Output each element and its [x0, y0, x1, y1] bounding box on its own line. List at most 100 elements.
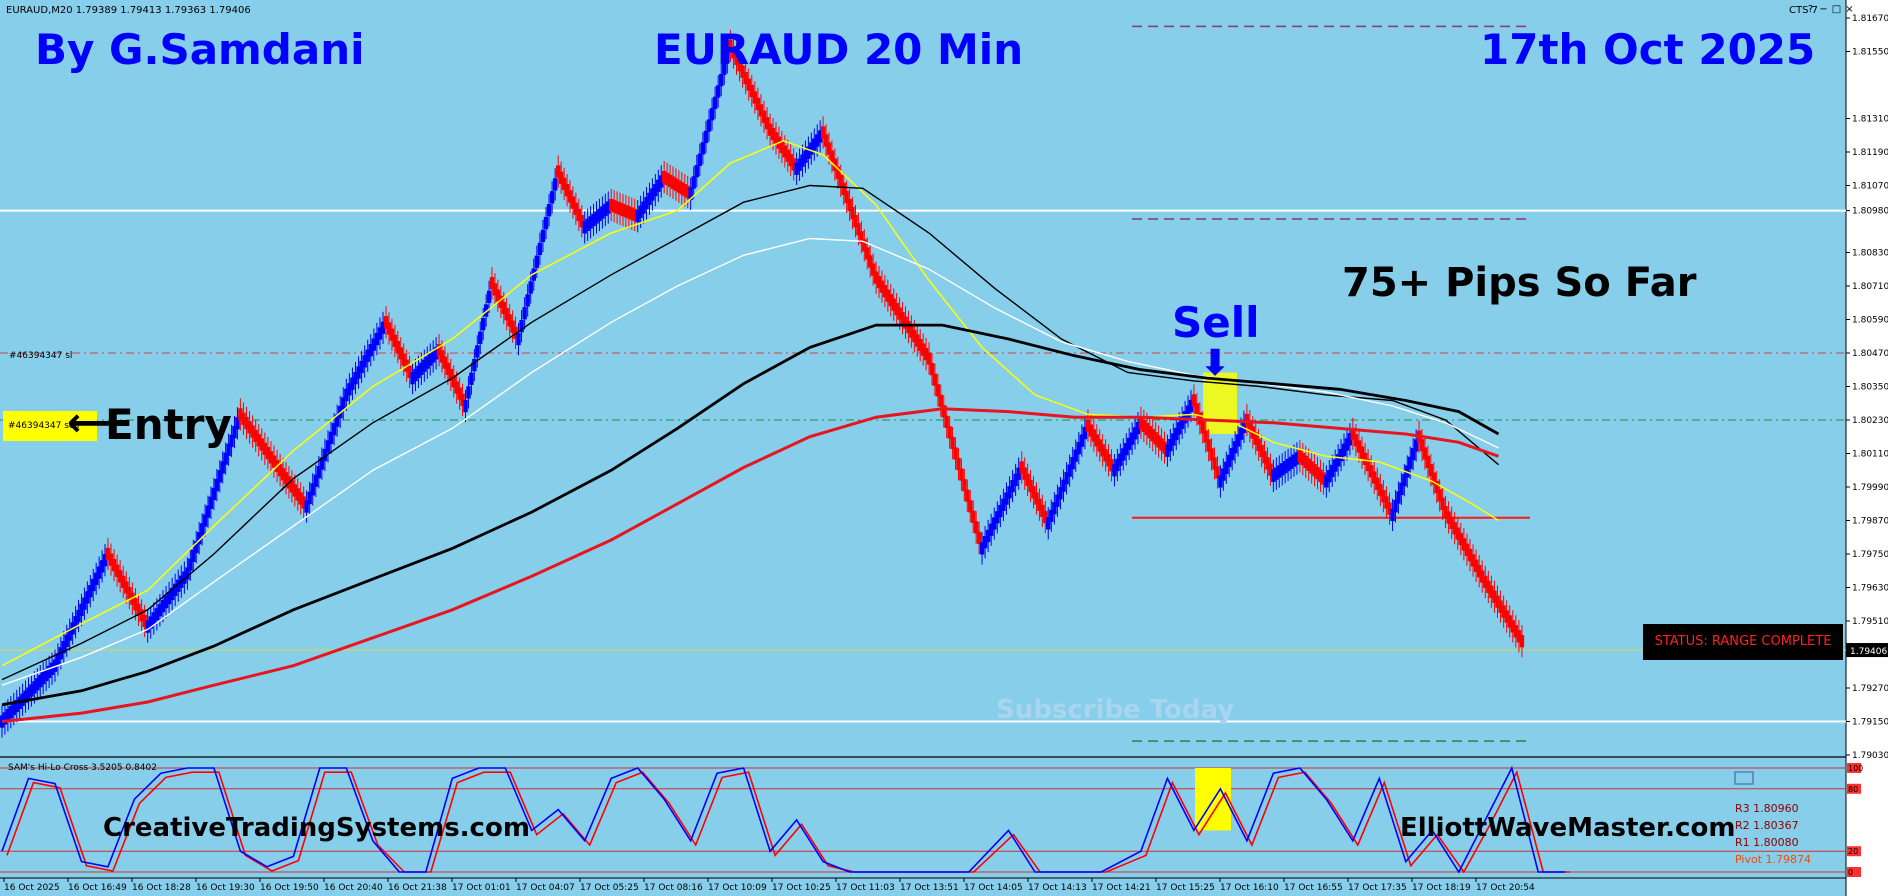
price-bar — [1294, 452, 1300, 465]
price-bar — [331, 423, 337, 436]
price-bar — [344, 388, 349, 402]
elliott-wave-master-link[interactable]: ElliottWaveMaster.com — [1400, 813, 1736, 843]
price-bar — [968, 500, 973, 513]
price-bar — [121, 575, 126, 589]
stop-loss-tag[interactable]: #46394347 sl — [9, 351, 73, 361]
price-bar — [867, 255, 873, 268]
price-bar — [1428, 464, 1434, 477]
price-bar — [1318, 469, 1323, 482]
price-bar — [504, 308, 509, 321]
price-bar — [779, 140, 785, 154]
entry-order-tag[interactable]: #46394347 sell — [3, 411, 97, 441]
price-bar — [466, 386, 471, 399]
price-bar — [912, 329, 917, 343]
price-bar — [35, 678, 40, 691]
price-bar — [1315, 466, 1320, 480]
price-bar — [770, 127, 776, 141]
price-bar — [785, 149, 790, 162]
price-bar — [585, 218, 590, 232]
price-bar — [1103, 449, 1108, 462]
price-bar — [844, 190, 849, 204]
price-bar — [46, 665, 52, 679]
logo-icon — [1734, 771, 1754, 785]
price-bar — [73, 616, 78, 629]
price-bar — [67, 628, 72, 641]
price-tick-label: 1.80470 — [1852, 349, 1888, 359]
close-button[interactable]: × — [1845, 4, 1854, 15]
help-button[interactable]: ? — [1807, 4, 1814, 15]
price-bar — [767, 123, 773, 136]
price-bar — [395, 340, 401, 354]
price-bar — [794, 162, 799, 175]
price-bar — [629, 207, 635, 220]
price-bar — [182, 571, 187, 584]
price-bar — [926, 352, 932, 365]
price-bar — [1332, 459, 1338, 472]
price-bar — [743, 71, 748, 85]
price-bar — [623, 205, 629, 218]
price-tick-label: 1.79750 — [1852, 550, 1888, 560]
price-bar — [823, 134, 829, 147]
price-bar — [1513, 625, 1519, 638]
price-bar — [76, 609, 81, 623]
price-bar — [935, 384, 941, 397]
price-bar — [1443, 505, 1448, 519]
price-bar — [1449, 516, 1454, 530]
price-bar — [244, 416, 249, 430]
price-bar — [223, 452, 228, 465]
time-tick-label: 17 Oct 14:13 — [1028, 883, 1087, 893]
sell-arrow-icon: ⬇ — [1200, 343, 1231, 384]
price-bar — [353, 371, 358, 385]
price-bar — [1268, 463, 1273, 476]
price-bar — [1461, 538, 1467, 551]
price-bar — [235, 417, 240, 430]
oscillator-label: SAM's Hi-Lo Cross 3.5205 0.8402 — [8, 763, 157, 773]
price-bar — [611, 200, 617, 213]
current-price-label: 1.79406 — [1850, 647, 1887, 657]
price-bar — [1519, 635, 1525, 648]
price-bar — [1384, 496, 1389, 509]
price-bar — [1144, 422, 1150, 436]
oscillator-level-marker — [1847, 783, 1861, 794]
price-bar — [1156, 435, 1161, 448]
price-bar — [430, 350, 436, 363]
title-bar-background — [0, 0, 1846, 17]
price-bar — [232, 425, 237, 439]
price-bar — [334, 414, 340, 427]
price-bar — [647, 192, 652, 205]
price-bar — [1455, 527, 1460, 540]
creative-trading-systems-link[interactable]: CreativeTradingSystems.com — [103, 813, 530, 843]
price-bar — [632, 208, 637, 222]
price-bar — [879, 280, 885, 293]
maximize-button[interactable]: □ — [1831, 4, 1842, 15]
price-bar — [752, 91, 758, 104]
price-bar — [906, 320, 911, 334]
time-tick-label: 17 Oct 20:54 — [1476, 883, 1535, 893]
price-bar — [289, 480, 295, 493]
price-bar — [277, 464, 283, 477]
price-bar — [1402, 474, 1407, 487]
pivot-r3: R3 1.80960 — [1735, 802, 1799, 815]
price-bar — [194, 540, 199, 554]
price-bar — [298, 492, 303, 505]
price-bar — [1194, 403, 1200, 416]
price-bar — [995, 511, 1000, 524]
time-tick-label: 17 Oct 13:51 — [900, 883, 959, 893]
price-bar — [938, 394, 944, 407]
entry-label: Entry — [105, 400, 232, 449]
price-bar — [1390, 508, 1395, 522]
price-bar — [460, 393, 465, 406]
minimize-button[interactable]: − — [1819, 4, 1828, 15]
price-bar — [322, 448, 328, 462]
price-tick-label: 1.80830 — [1852, 249, 1888, 259]
price-bar — [715, 85, 721, 98]
price-bar — [99, 560, 105, 573]
price-bar — [1516, 630, 1522, 643]
price-bar — [817, 130, 823, 143]
price-bar — [1492, 590, 1497, 603]
price-bar — [614, 201, 620, 214]
price-tick-label: 1.80230 — [1852, 416, 1888, 426]
oscillator-level-label: 0 — [1848, 868, 1853, 877]
price-bar — [606, 201, 611, 214]
